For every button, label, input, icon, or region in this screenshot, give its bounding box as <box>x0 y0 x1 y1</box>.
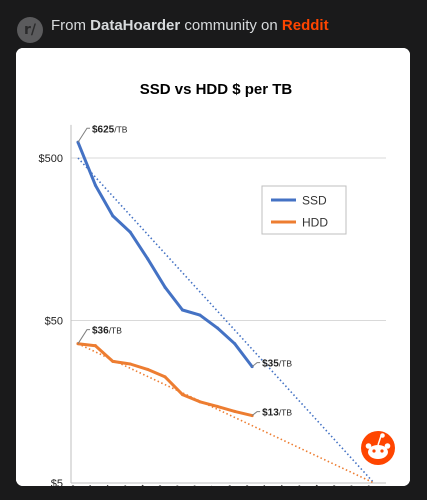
annotation-leader <box>251 411 261 416</box>
trendline-ssd <box>77 157 375 484</box>
data-point-ssd <box>180 308 184 312</box>
legend-label-hdd: HDD <box>302 216 328 230</box>
data-point-ssd <box>163 285 167 289</box>
annotation-unit: /TB <box>114 124 128 134</box>
reddit-snoo-icon[interactable] <box>361 431 395 465</box>
annotation-label: $35/TB <box>262 359 292 370</box>
data-point-ssd <box>198 313 202 317</box>
data-point-hdd <box>93 344 97 348</box>
annotation-leader <box>251 362 261 368</box>
legend-label-ssd: SSD <box>302 194 327 208</box>
data-point-ssd <box>111 214 115 218</box>
annotation-unit: /TB <box>279 359 293 369</box>
annotation-label: $36/TB <box>92 326 122 337</box>
data-point-ssd <box>215 326 219 330</box>
data-point-hdd <box>146 367 150 371</box>
trendline-hdd <box>77 342 375 484</box>
data-point-hdd <box>180 393 184 397</box>
y-tick-label: $50 <box>45 316 63 328</box>
chart-svg: SSD vs HDD $ per TB $5$50$500 2013201420… <box>16 48 410 486</box>
chart-title: SSD vs HDD $ per TB <box>140 81 293 98</box>
source-header: r/ From DataHoarder community on Reddit <box>0 0 427 48</box>
data-point-ssd <box>233 342 237 346</box>
source-prefix: From <box>51 17 91 34</box>
reddit-link[interactable]: Reddit <box>281 17 329 34</box>
data-point-hdd <box>163 375 167 379</box>
annotation-unit: /TB <box>279 408 293 418</box>
annotation-amount: $625 <box>92 124 115 135</box>
annotation-leader <box>77 329 90 344</box>
annotation-unit: /TB <box>109 326 123 336</box>
annotation-label: $13/TB <box>262 408 292 419</box>
data-point-hdd <box>128 362 132 366</box>
annotation-label: $625/TB <box>92 124 128 135</box>
annotation-leader <box>77 127 90 143</box>
y-tick-label: $500 <box>39 153 63 165</box>
chart-card: SSD vs HDD $ per TB $5$50$500 2013201420… <box>16 48 410 486</box>
y-tick-label: $5 <box>51 478 63 486</box>
data-point-ssd <box>146 257 150 261</box>
data-point-hdd <box>198 400 202 404</box>
subreddit-avatar-icon[interactable]: r/ <box>17 17 43 43</box>
legend-box <box>261 185 347 235</box>
data-point-hdd <box>215 404 219 408</box>
community-link[interactable]: DataHoarder <box>90 17 181 34</box>
data-point-hdd <box>233 409 237 413</box>
annotation-amount: $36 <box>92 326 109 337</box>
annotation-amount: $13 <box>262 408 279 419</box>
data-point-ssd <box>93 183 97 187</box>
source-middle: community on <box>180 17 282 34</box>
annotation-amount: $35 <box>262 359 279 370</box>
data-point-hdd <box>111 359 115 363</box>
data-point-ssd <box>128 230 132 234</box>
source-attribution: From DataHoarder community on Reddit <box>51 17 329 34</box>
